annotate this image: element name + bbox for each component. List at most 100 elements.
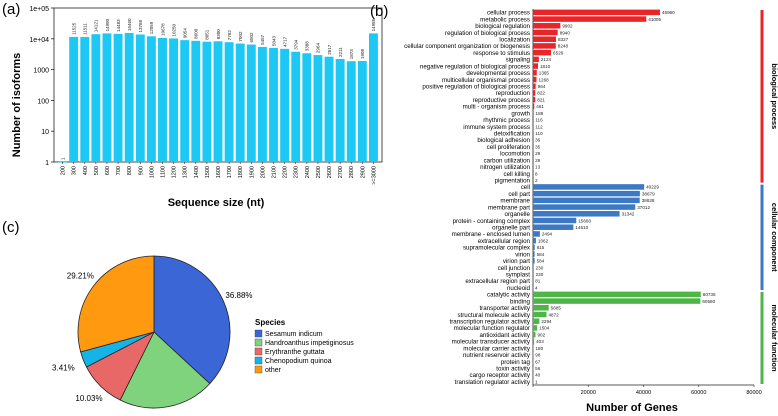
panel-a-bar (80, 36, 90, 162)
panel-b-category-label: nitrogen utilization (480, 164, 530, 171)
panel-b-category-label: molecular transducer activity (452, 339, 531, 346)
panel-b-category-label: growth (511, 110, 530, 117)
panel-c-label: (c) (2, 219, 20, 236)
panel-b-category-label: cellular process (487, 10, 530, 17)
panel-b-category-label: signaling (506, 57, 531, 64)
panel-a-bar (224, 42, 234, 162)
panel-a-bar-value-label: 5457 (260, 34, 265, 45)
panel-a-bar (124, 32, 134, 162)
panel-b-bar (533, 311, 547, 318)
panel-b-value-label: 180 (535, 346, 543, 351)
panel-b-value-label: 36 (535, 138, 541, 143)
panel-a-bar-value-label: 11525 (71, 22, 76, 35)
panel-c-slice (77, 255, 155, 353)
panel-b-category-label: multi - organism process (463, 104, 530, 111)
panel-b-bar (533, 184, 645, 190)
panel-b-category-label: protein tag (501, 359, 531, 366)
panel-b-bar (533, 130, 534, 136)
panel-b-category-label: response to stimulus (473, 50, 530, 57)
panel-b-value-label: 45960 (662, 10, 675, 15)
panel-c-slice-label: 3.41% (52, 363, 75, 372)
panel-b-category-label: transporter activity (479, 305, 530, 312)
panel-b-category-label: cell killing (504, 171, 531, 178)
panel-b-bar (533, 43, 556, 49)
panel-a-x-tick-label: 1900 (249, 166, 255, 178)
panel-b-bar (533, 49, 552, 56)
panel-a-bar (357, 60, 367, 162)
panel-b-category-label: nucleoid (507, 285, 531, 292)
panel-b-value-label: 584 (537, 252, 545, 257)
panel-a-label: (a) (2, 1, 20, 18)
panel-a-bar (102, 33, 112, 162)
panel-b-value-label: 615 (537, 245, 545, 250)
panel-b-bar (533, 123, 534, 130)
panel-a-bar-value-label: 2211 (338, 47, 343, 57)
panel-b-category-label: pigmentation (495, 177, 531, 184)
panel-b-category-label: membrane (500, 198, 530, 205)
panel-b-value-label: 67 (535, 359, 541, 364)
panel-b-bar (533, 63, 539, 69)
panel-b-value-label: 230 (536, 272, 544, 277)
panel-b-value-label: 584 (537, 259, 545, 264)
panel-b-category-label: transcription regulator activity (450, 318, 531, 325)
panel-b-category-label: extracellular region (478, 238, 531, 245)
panel-a-bar-value-label: 3388 (305, 41, 310, 52)
panel-b-bar (533, 29, 558, 36)
panel-b-bar (533, 258, 535, 264)
panel-a-bar-value-label: 14121 (94, 19, 99, 32)
panel-a-x-tick-label: 500 (94, 166, 100, 175)
panel-a-x-tick-label: 2800 (349, 166, 355, 178)
panel-b-value-label: 461 (536, 104, 544, 109)
panel-b-bar (533, 325, 538, 331)
panel-b-category-label: virion (515, 251, 530, 258)
panel-b-value-label: 14610 (575, 225, 588, 230)
panel-a-bar (146, 36, 156, 163)
panel-a-y-tick-label: 10 (41, 129, 49, 136)
panel-b-category-label: metabolic process (480, 16, 530, 23)
panel-b-value-label: 2494 (542, 232, 553, 237)
panel-b-value-label: 1365 (539, 71, 550, 76)
panel-b-value-label: 188 (536, 111, 544, 116)
panel-c-slices (77, 255, 231, 409)
panel-b-value-label: 29 (535, 158, 541, 163)
panel-b-category-label: developmental process (466, 70, 530, 77)
panel-b-value-label: 4 (535, 285, 538, 290)
panel-a-x-tick-label: 2300 (294, 166, 300, 178)
panel-a-bar (158, 37, 167, 162)
panel-b-value-label: 403 (536, 339, 544, 344)
panel-b-value-label: 98 (535, 353, 541, 358)
panel-a-x-tick-label: 2700 (338, 166, 344, 178)
panel-b-category-label: rhythmic process (483, 117, 530, 124)
panel-c-slice (119, 331, 211, 409)
panel-b-group-label: biological process (770, 63, 778, 129)
panel-a-bar-value-label: 8300 (216, 29, 221, 40)
panel-a-x-tick-label: >=3000 (371, 166, 377, 185)
panel-a-bar-value-label: 2617 (327, 44, 332, 55)
panel-b-category-label: extracellular region part (465, 278, 530, 285)
panel-b-value-label: 964 (538, 84, 546, 89)
panel-b-bar (533, 331, 536, 338)
panel-b-value-label: 1504 (539, 326, 550, 331)
panel-b-value-label: 13 (535, 165, 541, 170)
panel-c-legend-title: Species (255, 318, 286, 327)
panel-b-value-label: 56 (535, 366, 541, 371)
panel-a-x-tick-label: 1100 (160, 166, 166, 178)
panel-a-bar-chart: (a) 1 10 100 1000 1e+04 1e+05 1 11525 11511 1412… (2, 1, 383, 209)
panel-a-x-tick-label: 1400 (194, 166, 200, 178)
panel-c-slice-label: 29.21% (67, 272, 94, 281)
panel-b-category-label: cell proliferation (487, 144, 531, 151)
panel-b-value-label: 8327 (558, 37, 569, 42)
panel-b-group-brackets: biological process cellular component mole… (760, 10, 778, 384)
panel-b-bar (533, 284, 534, 291)
panel-b-bar (533, 164, 534, 170)
panel-b-category-label: molecular function regulator (454, 325, 530, 332)
panel-a-bar-value-label: 15460 (127, 18, 132, 31)
panel-b-bar (533, 278, 534, 284)
panel-b-category-label: membrane - enclosed lumen (452, 231, 531, 238)
panel-b-x-tick-label: 40000 (636, 390, 651, 396)
panel-b-value-label: 29 (535, 151, 541, 156)
panel-b-bar (533, 96, 536, 103)
panel-b-value-label: 38679 (642, 191, 655, 196)
panel-b-category-label: negative regulation of biological proces… (420, 63, 530, 70)
